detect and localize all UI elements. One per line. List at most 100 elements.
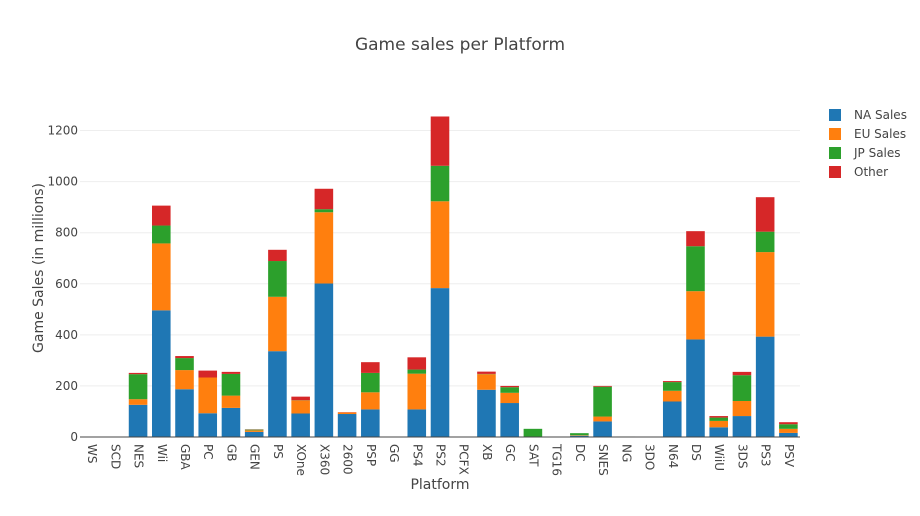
bar-other-xb [477, 371, 496, 374]
x-tick-label: PS [271, 444, 285, 459]
bar-jp-sales-ps4 [407, 369, 427, 374]
bar-jp-sales-3ds [732, 375, 752, 401]
x-tick-label: 2600 [341, 444, 355, 475]
bar-other-snes [593, 385, 612, 387]
bar-other-xone [291, 396, 310, 401]
x-tick-label: PS2 [434, 444, 448, 467]
bar-jp-sales-dc [570, 433, 589, 436]
bar-jp-sales-ps [268, 261, 287, 297]
x-tick-label: X360 [317, 444, 331, 475]
chart-title: Game sales per Platform [355, 35, 565, 55]
x-tick-label: DS [689, 444, 703, 461]
bar-jp-sales-wiiu [709, 417, 728, 421]
bar-eu-sales-2600 [337, 412, 357, 415]
bar-eu-sales-wii [152, 243, 171, 311]
bar-jp-sales-ds [686, 246, 705, 292]
bar-other-wii [152, 205, 171, 226]
bar-other-3ds [732, 371, 752, 376]
legend-label: NA Sales [854, 108, 907, 122]
bar-na-sales-n64 [662, 401, 682, 437]
bar-na-sales-2600 [337, 414, 357, 437]
x-tick-label: SNES [596, 444, 610, 476]
bar-jp-sales-gba [175, 358, 194, 371]
x-tick-label: GEN [248, 444, 262, 470]
bar-na-sales-gb [221, 407, 241, 437]
bar-eu-sales-gb [221, 395, 241, 408]
bar-na-sales-ps [268, 351, 287, 437]
bar-eu-sales-ds [686, 291, 705, 340]
y-tick-label: 1200 [47, 124, 78, 138]
bar-eu-sales-nes [128, 399, 148, 405]
bar-other-ds [686, 231, 705, 247]
x-tick-label: XB [480, 444, 494, 460]
bar-other-gb [221, 371, 241, 374]
x-tick-label: NG [619, 444, 633, 462]
x-tick-label: PSP [364, 444, 378, 466]
bar-jp-sales-wii [152, 225, 171, 244]
legend-swatch-na-sales [829, 109, 841, 121]
y-tick-labels: 0 200 400 600 800 1000 1200 [47, 124, 78, 444]
y-axis-title: Game Sales (in millions) [31, 183, 47, 353]
y-tick-label: 800 [55, 226, 78, 240]
x-tick-label: PC [201, 444, 215, 460]
bar-other-ps [268, 249, 287, 262]
bar-na-sales-3ds [732, 416, 752, 437]
legend-swatch-jp-sales [829, 147, 841, 159]
x-tick-label: PCFX [457, 444, 471, 475]
bar-jp-sales-x360 [314, 209, 334, 213]
x-tick-label: NES [132, 444, 146, 468]
x-tick-label: WiiU [712, 444, 726, 471]
bar-jp-sales-gb [221, 373, 241, 396]
bar-na-sales-xb [477, 389, 496, 437]
bar-eu-sales-ps4 [407, 373, 427, 410]
bar-jp-sales-ps2 [430, 165, 450, 202]
bar-other-nes [128, 372, 148, 375]
bar-eu-sales-wiiu [709, 420, 728, 428]
bar-eu-sales-gba [175, 370, 194, 390]
x-tick-label: GB [224, 444, 238, 462]
bar-na-sales-nes [128, 404, 148, 437]
x-tick-label: SAT [526, 444, 540, 467]
bar-jp-sales-n64 [662, 382, 682, 391]
x-tick-label: 3DO [643, 444, 657, 470]
bar-eu-sales-xone [291, 400, 310, 414]
bar-na-sales-x360 [314, 283, 334, 437]
bar-other-psp [361, 362, 380, 373]
bar-na-sales-gc [500, 403, 519, 437]
bar-na-sales-xone [291, 413, 310, 437]
bar-na-sales-ps3 [755, 336, 775, 437]
bar-eu-sales-gc [500, 392, 519, 404]
bar-eu-sales-ps [268, 296, 287, 352]
bar-na-sales-wii [152, 310, 171, 437]
x-tick-label: SCD [108, 444, 122, 469]
bar-eu-sales-gen [244, 430, 264, 432]
bar-other-ps2 [430, 116, 450, 166]
bar-jp-sales-sat [523, 428, 543, 437]
bar-jp-sales-gen [244, 429, 264, 431]
y-tick-label: 1000 [47, 175, 78, 189]
bar-other-ps3 [755, 197, 775, 232]
x-tick-label: DC [573, 444, 587, 462]
x-axis-title: Platform [410, 477, 469, 493]
x-tick-label: N64 [666, 444, 680, 468]
legend: NA Sales EU Sales JP Sales Other [829, 108, 907, 179]
bar-eu-sales-3ds [732, 400, 752, 417]
legend-swatch-other [829, 166, 841, 178]
bar-eu-sales-pc [198, 377, 218, 414]
x-tick-label: PSV [782, 444, 796, 468]
bar-na-sales-psp [361, 409, 380, 437]
legend-label: JP Sales [853, 146, 901, 160]
bar-eu-sales-n64 [662, 390, 682, 402]
x-tick-label: 3DS [735, 444, 749, 469]
bar-na-sales-ds [686, 339, 705, 437]
bar-jp-sales-snes [593, 386, 612, 417]
x-tick-label: GBA [178, 444, 192, 471]
bar-na-sales-gen [244, 431, 264, 437]
legend-label: EU Sales [854, 127, 906, 141]
bar-eu-sales-ps3 [755, 252, 775, 337]
bar-other-gba [175, 356, 194, 359]
bar-eu-sales-ps2 [430, 201, 450, 289]
bar-jp-sales-gc [500, 387, 519, 393]
bar-na-sales-ps4 [407, 409, 427, 437]
